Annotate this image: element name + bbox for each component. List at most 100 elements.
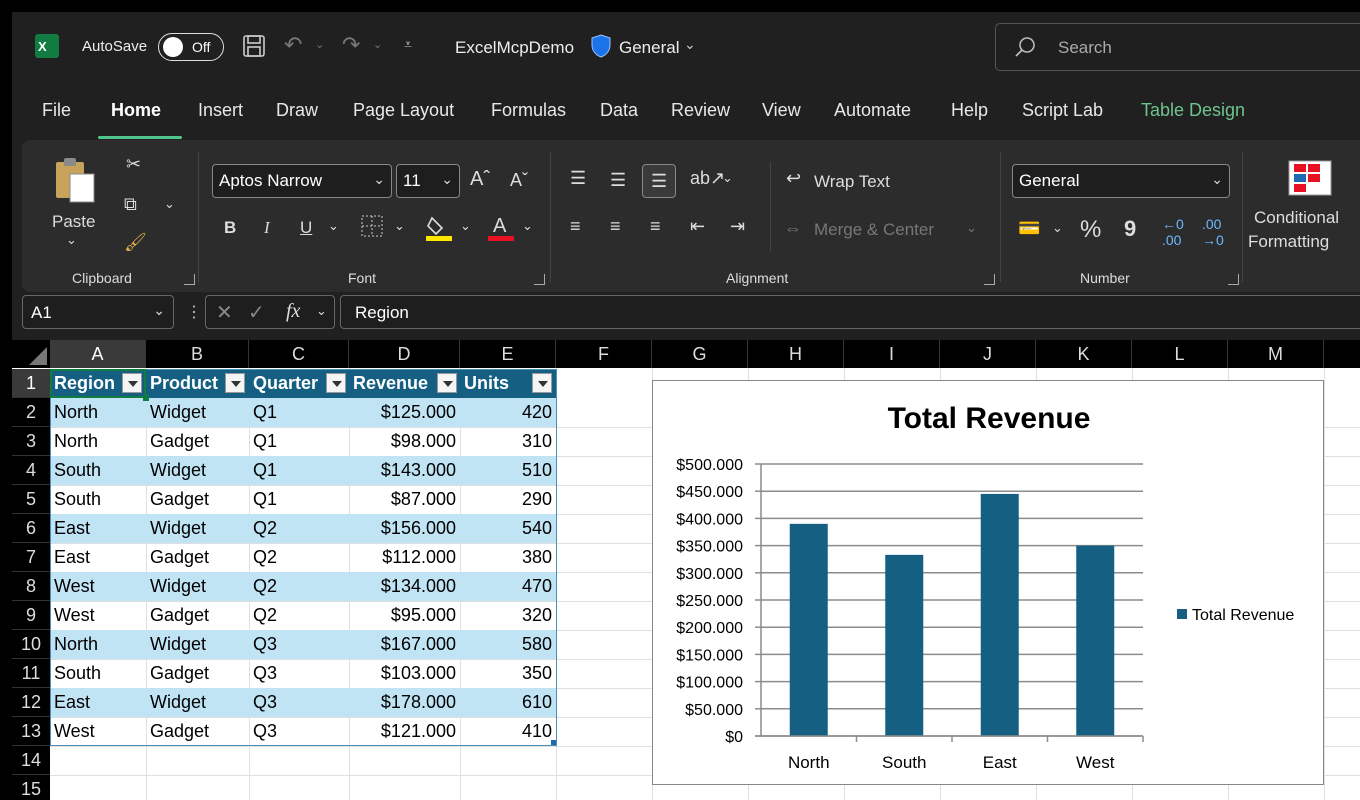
cell-quarter[interactable]: Q1 bbox=[253, 489, 278, 509]
row-header-11[interactable]: 11 bbox=[12, 659, 50, 688]
increase-font-size-icon[interactable]: Aˆ bbox=[470, 168, 490, 190]
cell-product[interactable]: Gadget bbox=[150, 489, 210, 509]
column-header-j[interactable]: J bbox=[940, 340, 1036, 368]
align-center-icon[interactable]: ≡ bbox=[610, 216, 621, 236]
cell-units[interactable]: 310 bbox=[521, 431, 552, 451]
align-bottom-icon[interactable]: ☰ bbox=[642, 164, 676, 198]
formula-input[interactable]: Region bbox=[340, 295, 1360, 329]
conditional-formatting-label-2[interactable]: Formatting bbox=[1248, 232, 1330, 251]
cell-product[interactable]: Gadget bbox=[150, 663, 210, 683]
revenue-chart[interactable]: Total Revenue $0 $50.000 $100.000 $150.000 $2… bbox=[652, 380, 1324, 785]
underline-button[interactable]: U bbox=[300, 218, 313, 237]
column-header-e[interactable]: E bbox=[460, 340, 556, 368]
bold-button[interactable]: B bbox=[224, 218, 237, 237]
cell-product[interactable]: Gadget bbox=[150, 547, 210, 567]
merge-center-icon[interactable]: ⇔ bbox=[784, 218, 802, 238]
cell-units[interactable]: 610 bbox=[521, 692, 552, 712]
redo-dropdown-icon[interactable]: ⌄ bbox=[373, 39, 383, 51]
cell-quarter[interactable]: Q3 bbox=[253, 634, 278, 654]
save-icon[interactable] bbox=[242, 34, 266, 63]
cell-quarter[interactable]: Q2 bbox=[253, 576, 278, 596]
filter-dropdown-icon[interactable] bbox=[122, 373, 142, 393]
font-color-dropdown-icon[interactable]: ⌄ bbox=[522, 218, 533, 233]
cell-revenue[interactable]: $103.000 bbox=[380, 663, 456, 683]
more-options-icon[interactable]: ⋮ bbox=[186, 304, 202, 321]
column-header-l[interactable]: L bbox=[1132, 340, 1228, 368]
column-header-d[interactable]: D bbox=[349, 340, 460, 368]
cell-revenue[interactable]: $156.000 bbox=[380, 518, 456, 538]
row-header-14[interactable]: 14 bbox=[12, 746, 50, 775]
column-header-h[interactable]: H bbox=[748, 340, 844, 368]
tab-automate[interactable]: Automate bbox=[834, 100, 912, 120]
percent-style-button[interactable]: % bbox=[1080, 216, 1102, 243]
cell-units[interactable]: 540 bbox=[521, 518, 552, 538]
cell-revenue[interactable]: $121.000 bbox=[380, 721, 456, 741]
column-header-a[interactable]: A bbox=[50, 340, 146, 368]
cell-quarter[interactable]: Q3 bbox=[253, 663, 278, 683]
increase-decimal-icon[interactable]: ←0.00 bbox=[1162, 216, 1184, 248]
tab-table-design[interactable]: Table Design bbox=[1141, 100, 1246, 120]
cell-region[interactable]: East bbox=[54, 547, 91, 567]
underline-dropdown-icon[interactable]: ⌄ bbox=[328, 218, 339, 233]
orientation-icon[interactable]: ab↗ bbox=[690, 168, 726, 188]
cell-units[interactable]: 320 bbox=[521, 605, 552, 625]
conditional-formatting-label-1[interactable]: Conditional bbox=[1254, 208, 1340, 227]
redo-icon[interactable]: ↷ bbox=[342, 32, 361, 57]
undo-icon[interactable]: ↶ bbox=[284, 32, 303, 57]
table-header-product[interactable]: Product bbox=[150, 373, 219, 393]
worksheet-grid[interactable]: A B C D E F G H I J K L M 1 2 3 4 5 6 7 bbox=[12, 340, 1360, 800]
cell-quarter[interactable]: Q1 bbox=[253, 460, 278, 480]
conditional-formatting-icon[interactable] bbox=[1288, 160, 1332, 201]
row-header-2[interactable]: 2 bbox=[12, 398, 50, 427]
cell-units[interactable]: 410 bbox=[521, 721, 552, 741]
cell-region[interactable]: South bbox=[54, 460, 102, 480]
tab-script-lab[interactable]: Script Lab bbox=[1022, 100, 1104, 120]
cell-product[interactable]: Gadget bbox=[150, 605, 210, 625]
filter-dropdown-icon[interactable] bbox=[326, 373, 346, 393]
cell-product[interactable]: Gadget bbox=[150, 721, 210, 741]
enter-icon[interactable]: ✓ bbox=[248, 302, 265, 324]
row-header-1[interactable]: 1 bbox=[12, 369, 50, 398]
column-header-i[interactable]: I bbox=[844, 340, 940, 368]
orientation-dropdown-icon[interactable]: ⌄ bbox=[722, 170, 733, 185]
tab-page-layout[interactable]: Page Layout bbox=[353, 100, 455, 120]
font-name-dropdown[interactable]: Aptos Narrow ⌄ bbox=[212, 164, 392, 198]
cell-revenue[interactable]: $134.000 bbox=[380, 576, 456, 596]
column-header-k[interactable]: K bbox=[1036, 340, 1132, 368]
fill-handle[interactable] bbox=[143, 395, 149, 401]
cell-product[interactable]: Widget bbox=[150, 692, 207, 712]
align-left-icon[interactable]: ≡ bbox=[570, 216, 581, 236]
cell-region[interactable]: East bbox=[54, 692, 91, 712]
number-format-dropdown[interactable]: General ⌄ bbox=[1012, 164, 1230, 198]
cell-region[interactable]: North bbox=[54, 402, 99, 422]
decrease-indent-icon[interactable]: ⇤ bbox=[690, 216, 706, 236]
cell-revenue[interactable]: $87.000 bbox=[390, 489, 456, 509]
autosave-toggle[interactable]: Off bbox=[158, 33, 224, 61]
format-painter-icon[interactable]: 🖌 bbox=[124, 232, 147, 252]
cell-revenue[interactable]: $143.000 bbox=[380, 460, 456, 480]
tab-help[interactable]: Help bbox=[951, 100, 989, 120]
cell-region[interactable]: North bbox=[54, 634, 99, 654]
cell-units[interactable]: 380 bbox=[521, 547, 552, 567]
cell-quarter[interactable]: Q1 bbox=[253, 431, 278, 451]
cell-quarter[interactable]: Q3 bbox=[253, 721, 278, 741]
row-header-4[interactable]: 4 bbox=[12, 456, 50, 485]
cell-units[interactable]: 470 bbox=[521, 576, 552, 596]
cell-product[interactable]: Widget bbox=[150, 634, 207, 654]
row-header-3[interactable]: 3 bbox=[12, 427, 50, 456]
align-right-icon[interactable]: ≡ bbox=[650, 216, 661, 236]
tab-draw[interactable]: Draw bbox=[276, 100, 319, 120]
borders-dropdown-icon[interactable]: ⌄ bbox=[394, 218, 405, 233]
name-box[interactable]: A1 ⌄ bbox=[22, 295, 174, 329]
cell-units[interactable]: 350 bbox=[521, 663, 552, 683]
cell-units[interactable]: 420 bbox=[521, 402, 552, 422]
paste-icon[interactable] bbox=[54, 156, 98, 209]
font-color-icon[interactable]: A bbox=[488, 212, 514, 247]
cell-region[interactable]: East bbox=[54, 518, 91, 538]
row-header-8[interactable]: 8 bbox=[12, 572, 50, 601]
borders-icon[interactable] bbox=[360, 214, 384, 243]
cell-units[interactable]: 290 bbox=[521, 489, 552, 509]
select-all-button[interactable] bbox=[12, 340, 50, 368]
column-header-f[interactable]: F bbox=[556, 340, 652, 368]
cell-product[interactable]: Gadget bbox=[150, 431, 210, 451]
